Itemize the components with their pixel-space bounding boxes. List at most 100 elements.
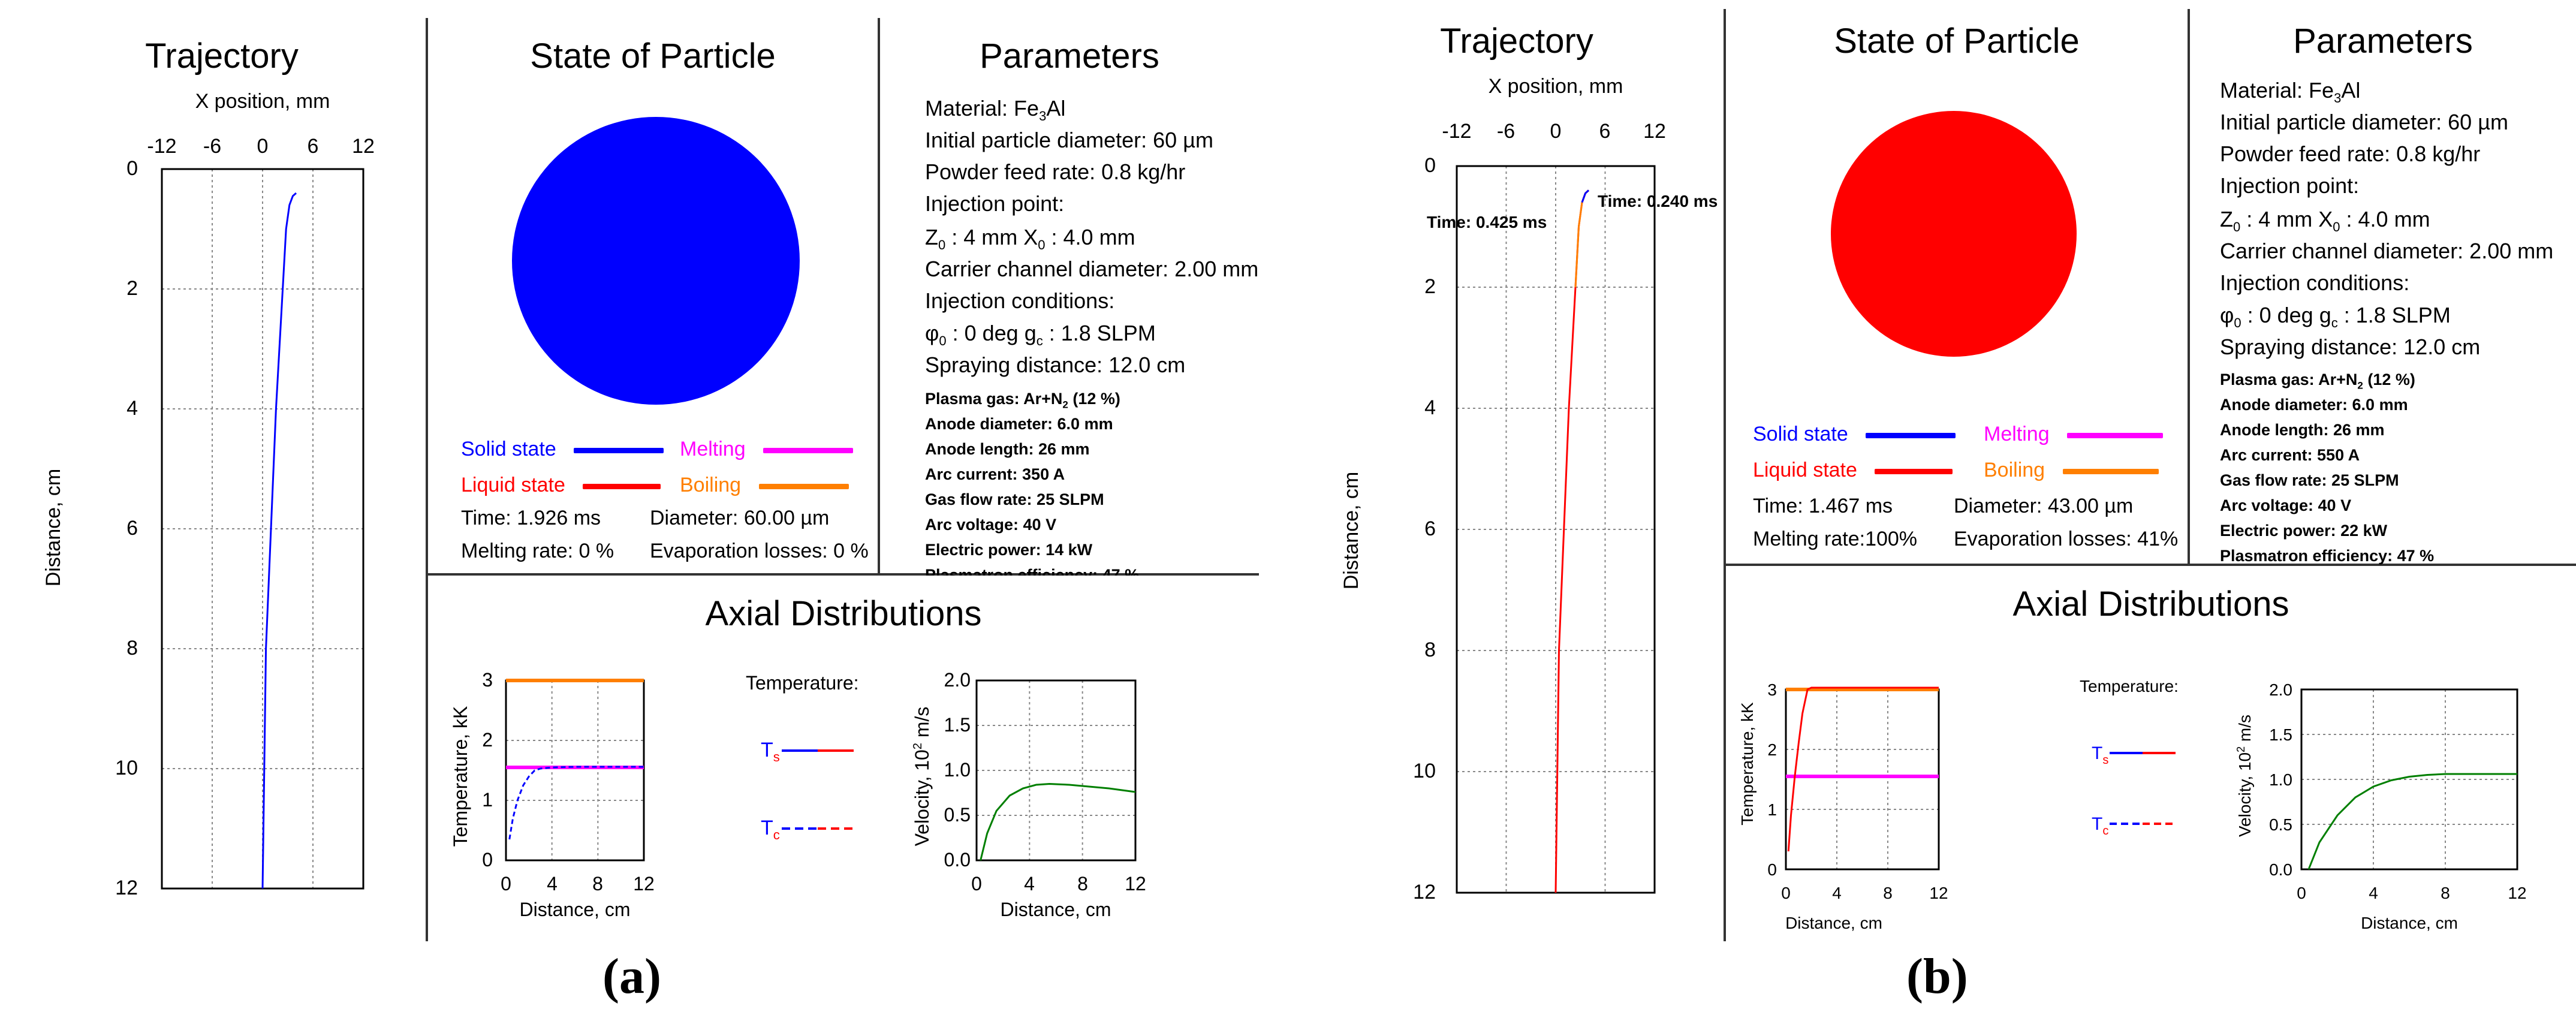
legend-liquid-label: Liquid state xyxy=(1753,459,1857,481)
vel-xlabel: Distance, cm xyxy=(2361,914,2458,932)
vel-y-tick: 0.0 xyxy=(944,849,971,871)
trajectory-x-ticks: -12 -6 0 6 12 xyxy=(147,135,374,158)
plot-frame xyxy=(2300,688,2518,871)
trajectory-xlabel: X position, mm xyxy=(195,90,330,113)
state-evaporation: Evaporation losses: 41% xyxy=(1954,528,2179,550)
temp-x-tick: 0 xyxy=(1781,884,1791,902)
temp-y-tick: 3 xyxy=(482,669,493,691)
trajectory-grid xyxy=(161,168,364,890)
y-tick-label: 12 xyxy=(1413,881,1436,903)
vel-y-tick: 0.5 xyxy=(944,804,971,826)
trajectory-title: Trajectory xyxy=(1440,22,1593,61)
temp-y-tick: 0 xyxy=(1767,860,1777,879)
x-tick-label: -6 xyxy=(1497,120,1515,143)
param-z0-x0: Z0 : 4 mm X0 : 4.0 mm xyxy=(2220,207,2430,235)
state-diameter: Diameter: 43.00 µm xyxy=(1954,495,2134,517)
y-tick-label: 4 xyxy=(126,397,138,420)
parameters-panel: Parameters Material: Fe3Al Initial parti… xyxy=(880,18,1259,584)
vel-x-tick: 4 xyxy=(2369,884,2378,902)
vel-x-ticks: 0 4 8 12 xyxy=(971,873,1146,895)
trajectory-time-label: Time: 0.425 ms xyxy=(1427,213,1547,231)
state-melting-rate: Melting rate: 0 % xyxy=(461,540,614,562)
y-tick-label: 0 xyxy=(1424,154,1436,177)
vel-x-tick: 0 xyxy=(971,873,982,895)
legend-solid-label: Solid state xyxy=(461,438,556,460)
legend-boiling-swatch xyxy=(2062,468,2159,474)
temp-x-tick: 4 xyxy=(547,873,558,895)
plot-frame xyxy=(975,679,1137,862)
param-plasma-gas: Plasma gas: Ar+N2 (12 %) xyxy=(2220,371,2415,391)
legend-melting-swatch xyxy=(2067,432,2164,438)
tc-label: Tc xyxy=(761,817,780,842)
state-title: State of Particle xyxy=(530,37,776,76)
param-spraying: Spraying distance: 12.0 cm xyxy=(2220,335,2481,359)
temp-xlabel: Distance, cm xyxy=(1785,914,1882,932)
caption-a: (a) xyxy=(602,948,661,1004)
legend-boiling-swatch xyxy=(758,483,849,489)
param-powder-feed: Powder feed rate: 0.8 kg/hr xyxy=(2220,141,2481,166)
vel-ylabel: Velocity, 102 m/s xyxy=(2235,715,2254,837)
particle-circle xyxy=(512,117,800,405)
legend-solid: Solid state xyxy=(461,438,664,461)
param-injection-point: Injection point: xyxy=(925,191,1065,216)
param-injection-conditions: Injection conditions: xyxy=(925,288,1115,313)
legend-solid-swatch xyxy=(1866,432,1956,438)
particle-circle xyxy=(1831,111,2077,357)
temp-x-tick: 12 xyxy=(633,873,655,895)
param-anode-length: Anode length: 26 mm xyxy=(925,440,1090,458)
temp-ylabel: Temperature, kK xyxy=(450,706,471,847)
param-anode-diameter: Anode diameter: 6.0 mm xyxy=(2220,396,2408,414)
velocity-curve xyxy=(980,782,1136,861)
y-tick-label: 10 xyxy=(115,757,138,779)
param-plasma-gas: Plasma gas: Ar+N2 (12 %) xyxy=(925,390,1120,411)
legend-solid-swatch xyxy=(574,447,664,453)
param-initial-diameter: Initial particle diameter: 60 µm xyxy=(925,128,1213,152)
x-tick-label: 12 xyxy=(1643,120,1666,143)
state-panel: State of Particle Solid state Melting Li… xyxy=(428,18,880,576)
state-time: Time: 1.926 ms xyxy=(461,507,601,529)
legend-liquid-label: Liquid state xyxy=(461,474,565,496)
param-gas-flow: Gas flow rate: 25 SLPM xyxy=(925,490,1104,508)
x-tick-label: -6 xyxy=(203,135,221,158)
legend-solid-label: Solid state xyxy=(1753,423,1848,445)
y-tick-label: 10 xyxy=(1413,760,1436,782)
x-tick-label: 12 xyxy=(352,135,375,158)
caption-b: (b) xyxy=(1906,948,1968,1004)
temp-y-tick: 1 xyxy=(482,789,493,811)
trajectory-line xyxy=(261,192,297,889)
legend-liquid: Liquid state xyxy=(461,474,661,497)
temp-x-tick: 0 xyxy=(501,873,511,895)
temp-y-ticks: 0 1 2 3 xyxy=(482,669,493,871)
axial-title: Axial Distributions xyxy=(2012,585,2289,624)
trajectory-time-label: Time: 0.240 ms xyxy=(1598,192,1718,210)
legend-boiling: Boiling xyxy=(1984,459,2159,482)
vel-y-tick: 1.5 xyxy=(2269,725,2292,744)
plot-frame xyxy=(1785,688,1940,871)
trajectory-solid-segment xyxy=(1581,189,1590,203)
y-tick-label: 2 xyxy=(1424,275,1436,298)
y-tick-label: 6 xyxy=(1424,517,1436,540)
x-tick-label: 6 xyxy=(308,135,319,158)
param-injection-conditions: Injection conditions: xyxy=(2220,270,2410,295)
param-efficiency: Plasmatron efficiency: 47 % xyxy=(2220,547,2435,565)
vel-x-tick: 12 xyxy=(1125,873,1146,895)
vel-xlabel: Distance, cm xyxy=(1001,899,1111,920)
tc-legend: Tc xyxy=(2092,814,2176,838)
tc-legend: Tc xyxy=(761,817,854,842)
ts-label: Ts xyxy=(761,739,780,764)
vel-y-ticks: 0.0 0.5 1.0 1.5 2.0 xyxy=(944,669,971,871)
vel-series xyxy=(2307,773,2517,870)
param-initial-diameter: Initial particle diameter: 60 µm xyxy=(2220,110,2508,134)
y-tick-label: 2 xyxy=(126,277,138,300)
trajectory-chart: X position, mm -12 -6 0 6 12 0 2 4 6 8 1… xyxy=(42,90,375,899)
param-powder-feed: Powder feed rate: 0.8 kg/hr xyxy=(925,159,1186,184)
legend-melting-label: Melting xyxy=(1984,423,2050,445)
param-injection-point: Injection point: xyxy=(2220,173,2360,198)
vel-y-tick: 0.0 xyxy=(2269,860,2292,879)
parameters-panel: Parameters Material: Fe3Al Initial parti… xyxy=(2190,9,2576,566)
plot-frame xyxy=(505,679,645,862)
vel-x-tick: 4 xyxy=(1024,873,1035,895)
param-anode-diameter: Anode diameter: 6.0 mm xyxy=(925,415,1113,433)
ts-label: Ts xyxy=(2092,743,2108,767)
vel-y-tick: 0.5 xyxy=(2269,815,2292,834)
